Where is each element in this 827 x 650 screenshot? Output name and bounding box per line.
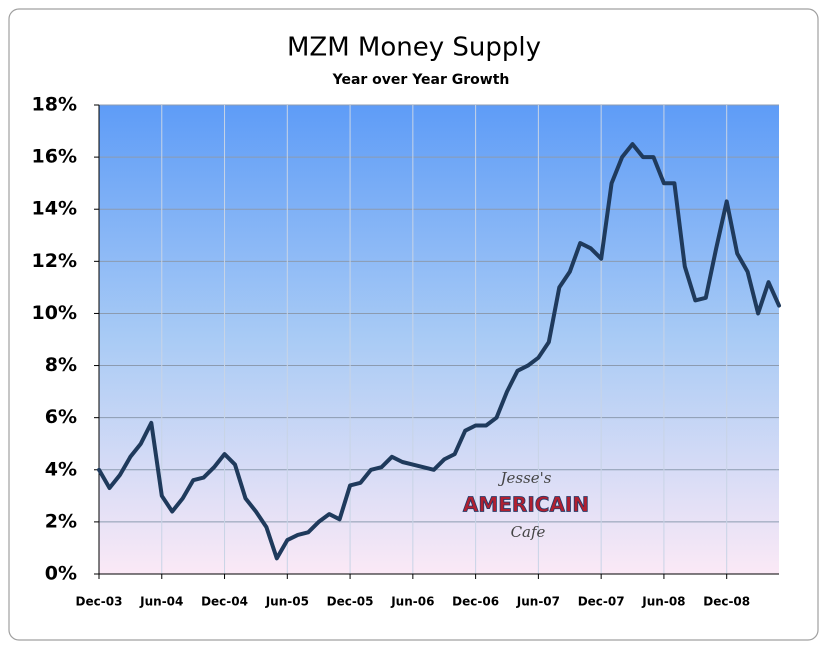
- y-tick-label: 2%: [45, 510, 77, 532]
- x-tick-label: Jun-04: [139, 595, 183, 609]
- y-tick-label: 12%: [32, 250, 77, 272]
- y-tick-label: 4%: [45, 458, 77, 480]
- y-tick-label: 0%: [45, 563, 77, 585]
- watermark: Jesse's AMERICAIN Cafe: [462, 469, 589, 541]
- x-tick-label: Jun-07: [516, 595, 560, 609]
- x-tick-label: Jun-08: [641, 595, 685, 609]
- x-tick-label: Dec-08: [703, 595, 750, 609]
- x-tick-label: Dec-05: [327, 595, 374, 609]
- chart-subtitle: Year over Year Growth: [332, 72, 510, 88]
- x-tick-label: Dec-06: [452, 595, 499, 609]
- watermark-text: AMERICAIN: [463, 493, 589, 517]
- x-tick-label: Jun-05: [265, 595, 309, 609]
- y-tick-label: 18%: [32, 94, 77, 116]
- data-line: [97, 142, 781, 561]
- x-tick-label: Dec-07: [578, 595, 625, 609]
- x-tick-label: Dec-03: [76, 595, 123, 609]
- x-tick-label: Dec-04: [201, 595, 248, 609]
- plot-area: [99, 105, 779, 574]
- y-tick-label: 8%: [45, 354, 77, 376]
- y-tick-label: 10%: [32, 302, 77, 324]
- chart-title: MZM Money Supply: [287, 33, 541, 63]
- y-tick-label: 16%: [32, 146, 77, 168]
- watermark-text: Jesse's: [498, 469, 552, 487]
- y-tick-label: 14%: [32, 198, 77, 220]
- y-tick-label: 6%: [45, 406, 77, 428]
- watermark-text: Cafe: [511, 523, 546, 541]
- x-tick-label: Jun-06: [390, 595, 434, 609]
